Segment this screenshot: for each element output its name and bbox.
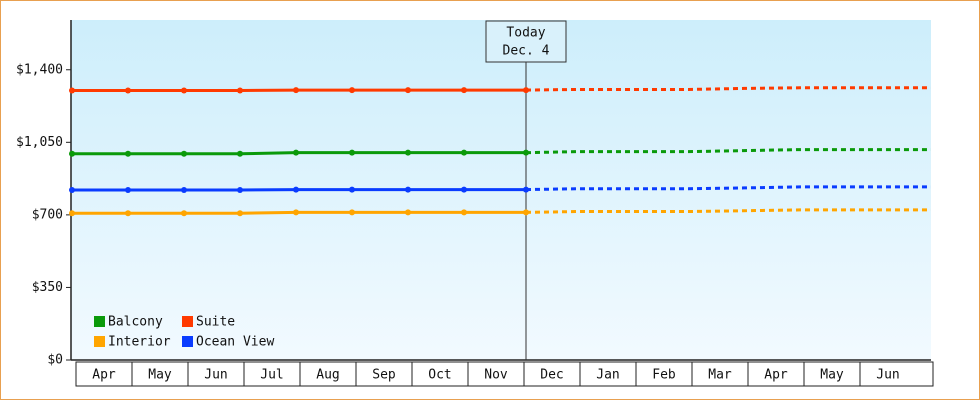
point: [181, 187, 187, 193]
point: [523, 149, 529, 156]
forecast-line: [525, 148, 931, 155]
point: [405, 186, 411, 193]
x-tick-label: Dec: [540, 368, 563, 383]
point: [237, 187, 243, 193]
point: [461, 149, 467, 156]
point: [349, 186, 355, 193]
x-tick-label: Apr: [764, 368, 788, 383]
point: [69, 210, 75, 217]
series-line: [72, 151, 526, 156]
x-axis-band: [75, 361, 934, 387]
legend-label: Interior: [108, 335, 171, 350]
point: [349, 87, 355, 94]
point: [237, 150, 243, 157]
x-tick-label: Oct: [428, 368, 451, 383]
x-tick-label: Apr: [92, 368, 116, 383]
forecast-line: [525, 86, 931, 92]
point: [405, 209, 411, 216]
x-tick-label: Jan: [596, 368, 619, 383]
point: [293, 186, 299, 193]
x-tick-label: May: [820, 368, 844, 383]
point: [523, 186, 529, 193]
annotation-text: Dec. 4: [503, 44, 550, 59]
legend-swatch: [94, 336, 105, 347]
legend-label: Suite: [196, 315, 235, 330]
point: [523, 87, 529, 94]
point: [349, 149, 355, 156]
x-tick-label: Aug: [316, 368, 339, 383]
point: [461, 87, 467, 94]
series-line: [72, 210, 526, 215]
annotation-text: Today: [506, 26, 545, 41]
point: [405, 87, 411, 94]
y-tick-label: $1,400: [16, 62, 63, 77]
point: [461, 209, 467, 216]
annotation-box: [485, 20, 567, 63]
y-tick-label: $350: [32, 280, 63, 295]
point: [125, 87, 131, 94]
point: [181, 87, 187, 94]
legend-swatch: [182, 336, 193, 347]
point: [237, 87, 243, 94]
point: [125, 210, 131, 217]
x-tick-label: Jul: [260, 368, 283, 383]
x-tick-label: Sep: [372, 368, 396, 383]
x-tick-label: Nov: [484, 368, 508, 383]
point: [69, 87, 75, 94]
point: [69, 187, 75, 193]
forecast-line: [525, 185, 931, 192]
point: [69, 150, 75, 157]
legend-label: Ocean View: [196, 335, 274, 350]
x-tick-label: Feb: [652, 368, 676, 383]
point: [181, 150, 187, 157]
point: [349, 209, 355, 216]
legend-swatch: [94, 316, 105, 327]
y-tick-label: $700: [32, 207, 63, 222]
point: [181, 210, 187, 217]
point: [461, 186, 467, 193]
legend-label: Balcony: [108, 315, 163, 330]
point: [125, 187, 131, 193]
point: [293, 209, 299, 216]
point: [237, 210, 243, 217]
x-tick-label: Mar: [708, 368, 732, 383]
legend-swatch: [182, 316, 193, 327]
forecast-line: [525, 208, 931, 214]
y-tick-label: $0: [47, 353, 63, 368]
y-tick-label: $1,050: [16, 135, 63, 150]
x-tick-label: May: [148, 368, 172, 383]
point: [293, 87, 299, 94]
x-tick-label: Jun: [204, 368, 227, 383]
point: [125, 150, 131, 157]
point: [293, 149, 299, 156]
today-annotation: Today Dec. 4: [485, 20, 567, 63]
x-tick-label: Jun: [876, 368, 899, 383]
point: [523, 209, 529, 216]
point: [405, 149, 411, 156]
